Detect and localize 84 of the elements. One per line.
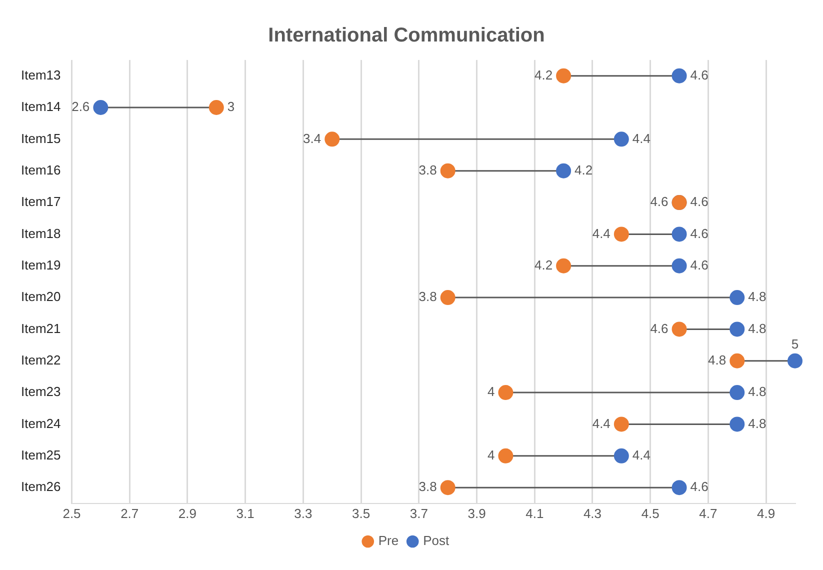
data-label: 3.8 [418,479,437,494]
data-label: 3 [227,99,235,114]
data-label: 4.4 [632,447,650,462]
y-tick-label: Item20 [20,289,61,304]
data-label: 4.8 [748,384,766,400]
x-tick-label: 3.5 [352,506,370,521]
y-tick-label: Item16 [20,162,61,178]
data-label: 2.6 [72,99,90,114]
y-tick-label: Item14 [20,99,61,114]
data-label: 5 [791,336,799,352]
x-tick-label: 4.5 [641,506,660,521]
y-tick-label: Item24 [20,416,61,431]
x-tick-label: 4.1 [526,506,544,521]
data-label: 4 [487,447,495,462]
x-tick-label: 2.7 [120,506,139,521]
data-label: 4.6 [690,226,708,241]
point [730,385,745,400]
point [672,480,687,496]
point [672,68,687,84]
x-tick-label: 4.9 [757,506,776,521]
point [672,226,687,242]
point [672,322,687,337]
y-tick-label: Item13 [20,67,61,82]
x-tick-label: 3.7 [410,506,428,521]
point [93,100,108,116]
data-label: 4.4 [632,130,650,146]
point [498,448,514,464]
data-label: 4.6 [650,194,668,210]
point [440,290,456,306]
y-tick-label: Item18 [20,226,61,241]
point [614,132,629,147]
x-tick-label: 3.3 [294,506,312,521]
y-tick-label: Item19 [20,257,61,272]
y-tick-label: Item26 [20,479,61,494]
data-label: 4.8 [708,352,726,368]
point [556,163,572,178]
point [730,416,745,432]
data-label: 4.2 [534,67,553,82]
y-tick-label: Item21 [20,320,61,336]
point [440,480,456,496]
point [556,258,572,274]
point [730,322,745,337]
y-tick-label: Item15 [20,130,61,146]
x-tick-label: 4.7 [699,506,718,521]
chart-title: International Communication [268,24,545,47]
data-label: 4.6 [690,479,708,494]
point [672,258,687,274]
point [730,353,745,368]
legend-label: Post [423,533,450,548]
x-tick-label: 3.1 [236,506,254,521]
x-tick-label: 3.9 [468,506,486,521]
data-label: 4.4 [592,226,610,241]
data-label: 4.6 [690,257,708,272]
point [614,416,629,432]
x-tick-label: 2.9 [178,506,197,521]
point [730,290,745,306]
data-label: 4 [487,384,495,400]
point [614,226,629,242]
data-label: 3.8 [418,289,437,304]
point [788,353,802,368]
y-tick-label: Item23 [20,384,61,400]
x-tick-label: 4.3 [583,506,602,521]
data-label: 4.8 [748,320,766,336]
data-label: 4.8 [748,289,766,304]
data-label: 4.6 [690,67,708,82]
point [440,163,456,178]
data-label: 4.2 [574,162,593,178]
legend-label: Pre [378,533,399,548]
point [556,68,572,84]
data-label: 4.2 [534,257,553,272]
y-tick-label: Item22 [20,352,61,368]
point [324,132,340,147]
point [208,100,224,116]
y-tick-label: Item25 [20,447,61,462]
data-label: 4.6 [690,194,708,210]
data-label: 3.8 [418,162,437,178]
data-label: 4.8 [748,416,766,431]
x-tick-label: 2.5 [62,506,81,521]
data-label: 4.4 [592,416,610,431]
point [614,448,629,464]
point [498,385,514,400]
y-tick-label: Item17 [20,194,61,210]
data-label: 3.4 [303,130,322,146]
data-label: 4.6 [650,320,668,336]
